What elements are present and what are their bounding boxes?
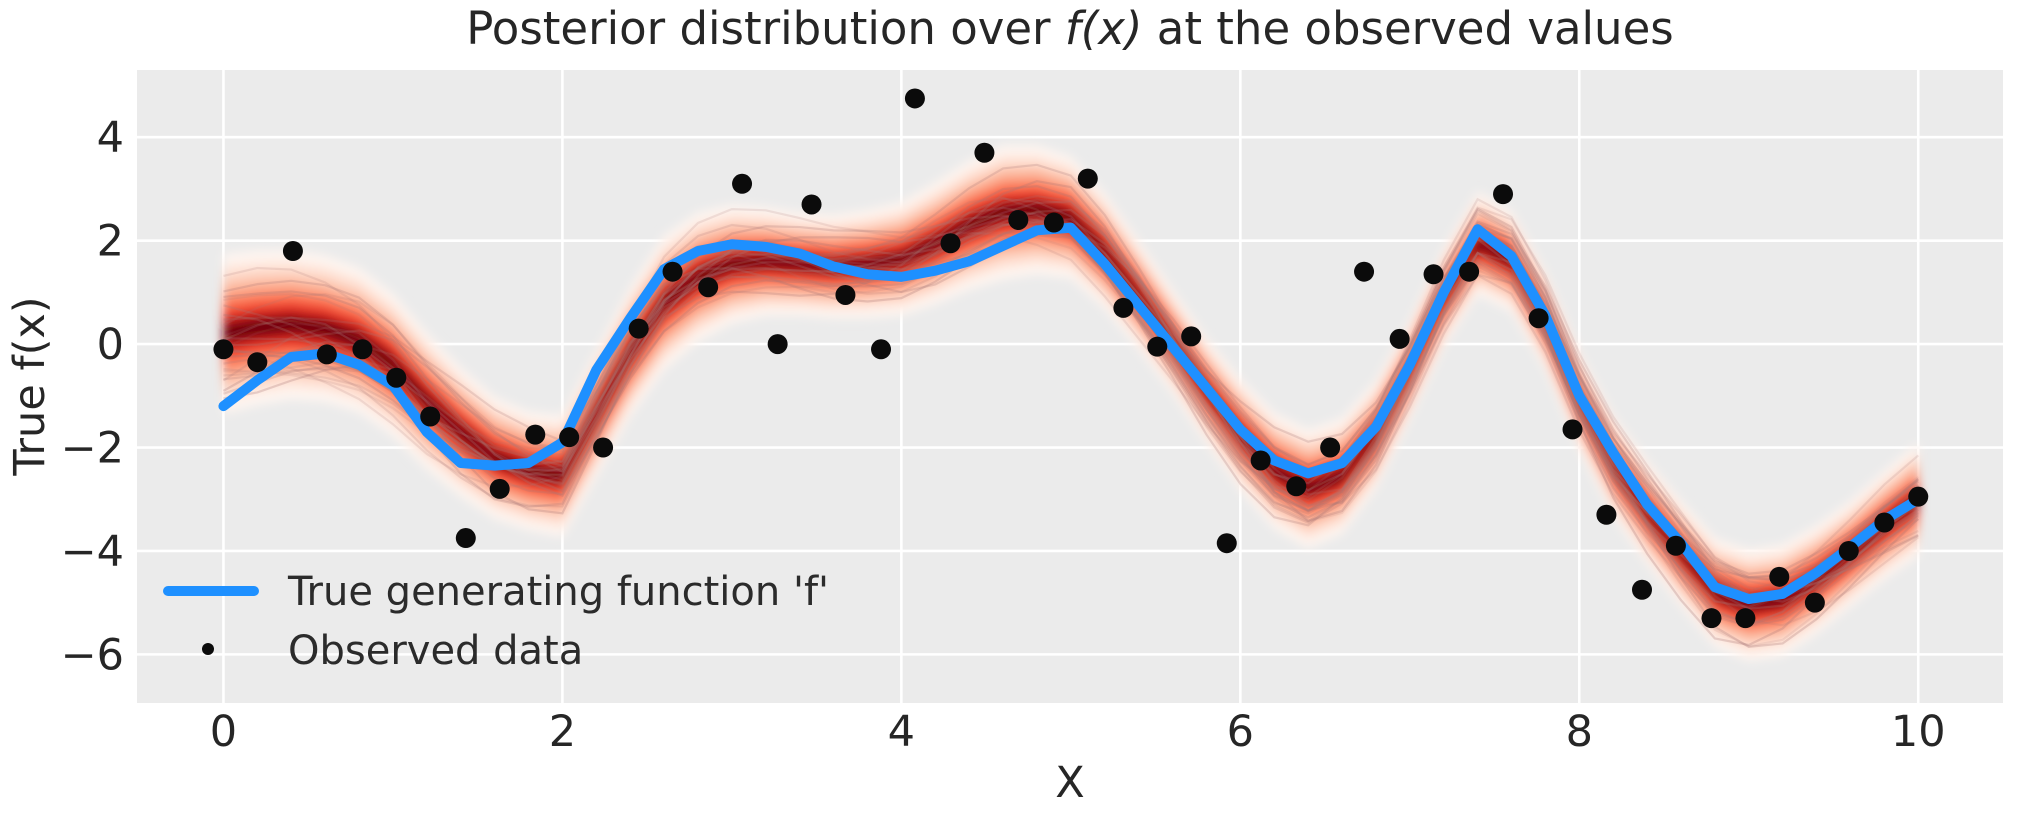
data-point xyxy=(1389,328,1410,349)
y-tick-label: 4 xyxy=(97,113,124,163)
posterior-sample-line xyxy=(223,197,1919,596)
data-point xyxy=(1216,533,1237,554)
legend-true-function-label: True generating function 'f' xyxy=(287,569,829,615)
chart-title: Posterior distribution over f(x) at the … xyxy=(466,2,1673,55)
posterior-sample-line xyxy=(223,231,1919,610)
data-point xyxy=(1008,209,1029,230)
posterior-sample-line xyxy=(222,179,1919,597)
data-point xyxy=(662,261,683,282)
data-point xyxy=(1459,261,1480,282)
data-point xyxy=(1181,326,1202,347)
y-tick-label: −2 xyxy=(61,424,124,474)
data-point xyxy=(732,173,753,194)
data-point xyxy=(1632,579,1653,600)
data-point xyxy=(1908,486,1929,507)
data-point xyxy=(316,344,337,365)
x-tick-label: 10 xyxy=(1891,707,1946,757)
data-point xyxy=(213,339,234,360)
y-axis-label: True f(x) xyxy=(5,296,55,476)
data-point xyxy=(1735,608,1756,629)
legend-observed-data-label: Observed data xyxy=(288,628,583,674)
y-tick-label: 0 xyxy=(97,320,124,370)
data-point xyxy=(1562,419,1583,440)
data-point xyxy=(1528,308,1549,329)
data-point xyxy=(1838,540,1859,561)
y-tick-label: −6 xyxy=(61,630,124,680)
data-point xyxy=(559,427,580,448)
data-point xyxy=(489,478,510,499)
y-axis-tick-labels: 4 2 0 −2 −4 −6 xyxy=(61,113,124,680)
data-point xyxy=(386,367,407,388)
data-point xyxy=(1701,608,1722,629)
data-point xyxy=(871,339,892,360)
chart-title-suffix: at the observed values xyxy=(1142,2,1673,55)
data-point xyxy=(1043,212,1064,233)
posterior-sample-line xyxy=(223,195,1919,628)
data-point xyxy=(247,352,268,373)
data-point xyxy=(1286,476,1307,497)
density-band-level xyxy=(223,164,1919,645)
data-point xyxy=(904,88,925,109)
data-point xyxy=(1113,297,1134,318)
y-tick-label: −4 xyxy=(61,527,124,577)
chart-title-prefix: Posterior distribution over xyxy=(466,2,1065,55)
data-point xyxy=(1596,504,1617,525)
x-tick-label: 6 xyxy=(1227,707,1254,757)
data-point xyxy=(1874,512,1895,533)
posterior-density-band xyxy=(223,144,1919,662)
data-point xyxy=(1250,450,1271,471)
x-axis-tick-labels: 0 2 4 6 8 10 xyxy=(210,707,1946,757)
data-point xyxy=(1354,261,1375,282)
data-point xyxy=(1769,566,1790,587)
posterior-sample-line xyxy=(222,206,1919,590)
data-point xyxy=(1423,264,1444,285)
observed-data-points xyxy=(213,88,1929,629)
x-tick-label: 0 xyxy=(210,707,237,757)
data-point xyxy=(940,233,961,254)
data-point xyxy=(525,424,546,445)
data-point xyxy=(1804,592,1825,613)
data-point xyxy=(767,334,788,355)
data-point xyxy=(352,339,373,360)
data-point xyxy=(1493,184,1514,205)
data-point xyxy=(593,437,614,458)
true-function-line xyxy=(218,222,1924,605)
chart-title-math: f(x) xyxy=(1065,2,1143,55)
legend: True generating function 'f' Observed da… xyxy=(163,569,829,674)
data-point xyxy=(628,318,649,339)
data-point xyxy=(1665,535,1686,556)
data-point xyxy=(1077,168,1098,189)
x-tick-label: 4 xyxy=(888,707,915,757)
data-point xyxy=(420,406,441,427)
x-tick-label: 2 xyxy=(549,707,576,757)
data-point xyxy=(801,194,822,215)
x-axis-label: X xyxy=(1055,758,1084,808)
data-point xyxy=(455,528,476,549)
data-point xyxy=(282,241,303,262)
data-point xyxy=(698,277,719,298)
legend-observed-data-swatch xyxy=(202,643,214,655)
data-point xyxy=(974,142,995,163)
x-tick-label: 8 xyxy=(1566,707,1593,757)
data-point xyxy=(1320,437,1341,458)
y-tick-label: 2 xyxy=(97,217,124,267)
posterior-sample-line xyxy=(223,200,1919,579)
data-point xyxy=(835,284,856,305)
data-point xyxy=(1147,336,1168,357)
